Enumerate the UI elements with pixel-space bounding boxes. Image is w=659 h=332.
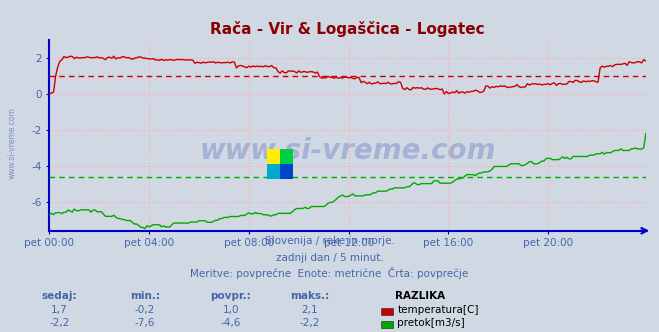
Text: www.si-vreme.com: www.si-vreme.com (8, 107, 17, 179)
Text: temperatura[C]: temperatura[C] (397, 305, 479, 315)
Text: -2,2: -2,2 (300, 318, 320, 328)
Bar (267, 164, 280, 179)
Text: min.:: min.: (130, 291, 160, 301)
Text: sedaj:: sedaj: (42, 291, 77, 301)
Bar (280, 149, 293, 164)
Title: Rača - Vir & Logaščica - Logatec: Rača - Vir & Logaščica - Logatec (210, 21, 485, 37)
Text: povpr.:: povpr.: (210, 291, 251, 301)
Text: -4,6: -4,6 (221, 318, 241, 328)
Text: 2,1: 2,1 (301, 305, 318, 315)
Text: -7,6: -7,6 (135, 318, 155, 328)
Text: RAZLIKA: RAZLIKA (395, 291, 445, 301)
Text: Meritve: povprečne  Enote: metrične  Črta: povprečje: Meritve: povprečne Enote: metrične Črta:… (190, 267, 469, 279)
Text: 1,7: 1,7 (51, 305, 68, 315)
Text: -0,2: -0,2 (135, 305, 155, 315)
Bar (280, 164, 293, 179)
Text: Slovenija / reke in morje.: Slovenija / reke in morje. (264, 236, 395, 246)
Text: pretok[m3/s]: pretok[m3/s] (397, 318, 465, 328)
Text: 1,0: 1,0 (222, 305, 239, 315)
Text: zadnji dan / 5 minut.: zadnji dan / 5 minut. (275, 253, 384, 263)
Text: -2,2: -2,2 (49, 318, 69, 328)
Text: maks.:: maks.: (290, 291, 330, 301)
Text: www.si-vreme.com: www.si-vreme.com (200, 136, 496, 165)
Bar (267, 149, 280, 164)
